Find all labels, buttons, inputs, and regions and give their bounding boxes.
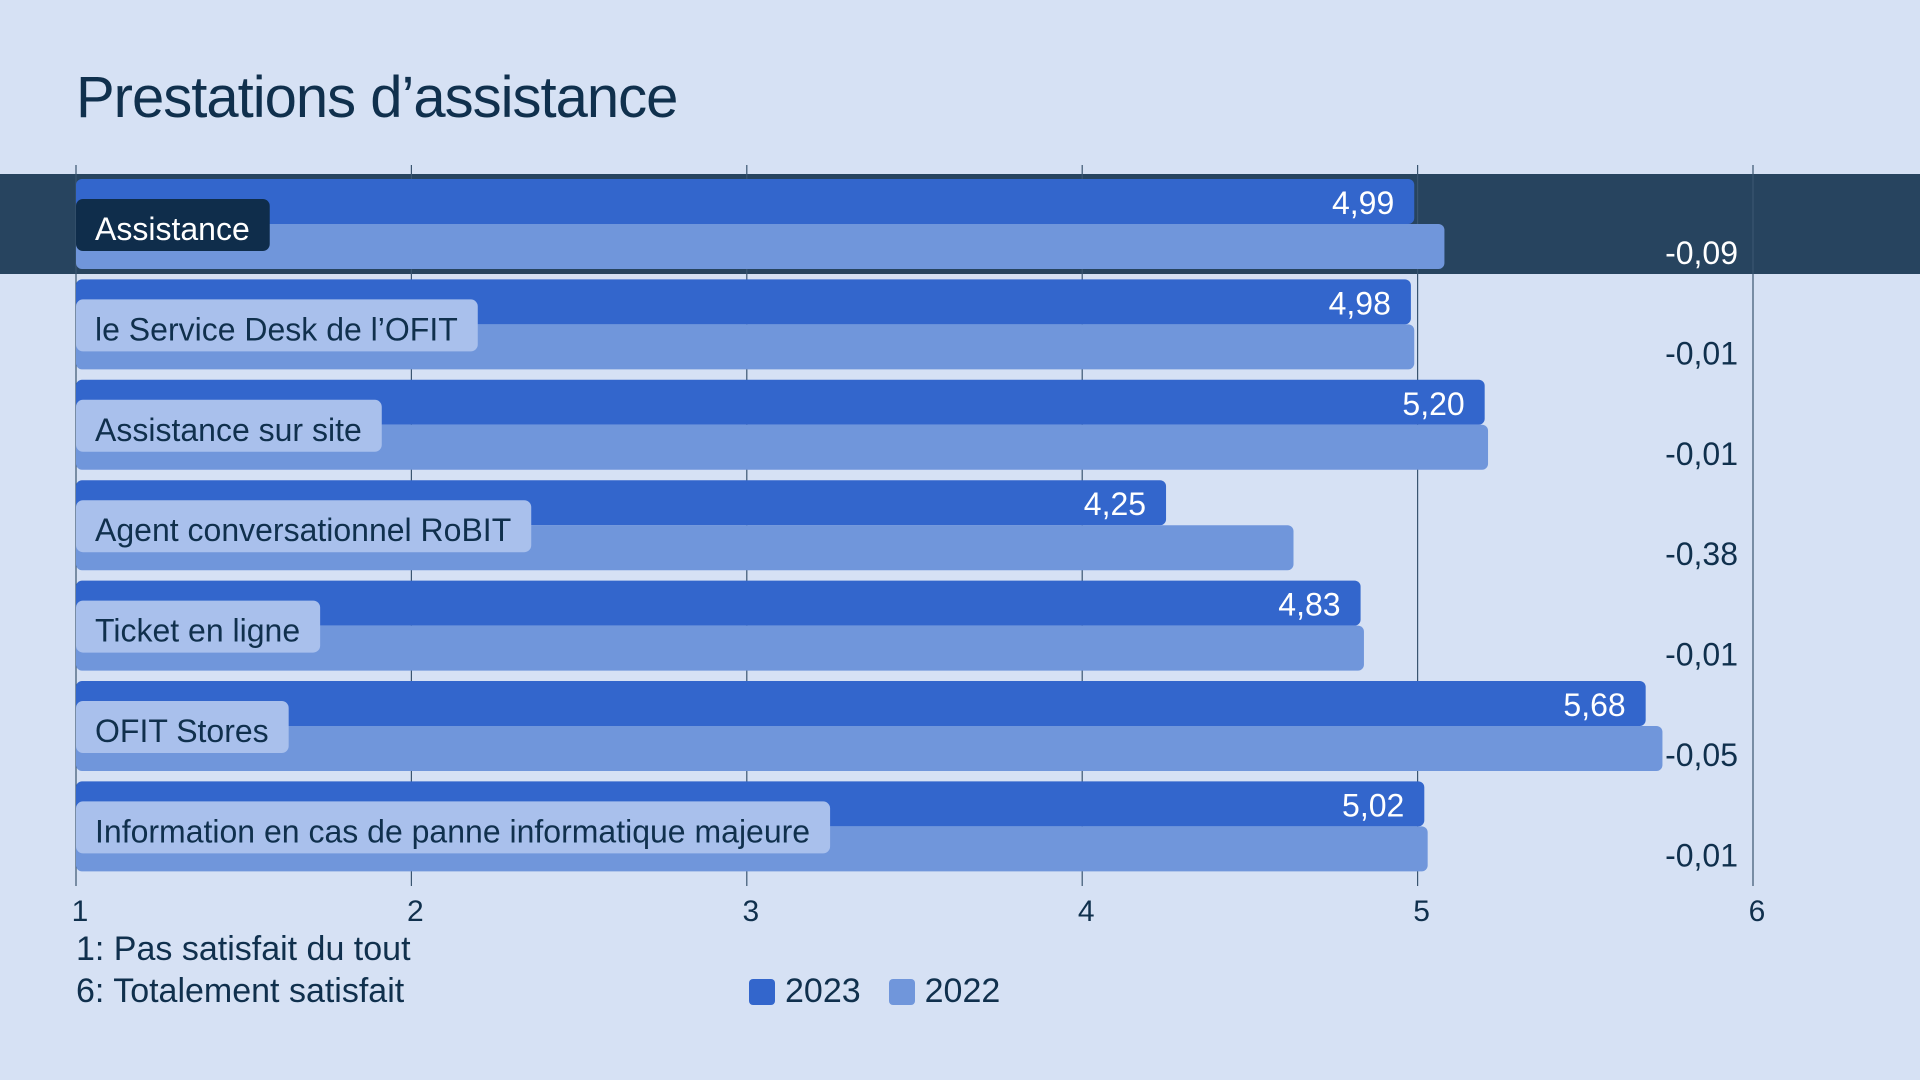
x-tick-label: 4 (1078, 895, 1095, 928)
bar-2022 (76, 424, 1489, 470)
difference-label: -0,01 (1665, 837, 1738, 873)
legend-label: 2022 (924, 972, 1001, 1010)
bar-value-label: 5,68 (1563, 687, 1625, 723)
x-tick-label: 1 (72, 895, 89, 928)
category-label: OFIT Stores (95, 713, 269, 749)
category-label: Assistance sur site (95, 412, 362, 448)
legend-label: 2023 (785, 972, 861, 1010)
scale-note-min: 1: Pas satisfait du tout (76, 930, 411, 968)
category-label: Agent conversationnel RoBIT (95, 512, 511, 548)
category-label-pill (76, 199, 270, 251)
bar-2023 (76, 681, 1646, 726)
difference-label: -0,01 (1665, 637, 1738, 673)
scale-note-max: 6: Totalement satisfait (76, 972, 405, 1010)
bar-value-label: 4,83 (1278, 587, 1340, 623)
category-label-pill (76, 801, 831, 854)
legend-swatch-2022 (888, 978, 915, 1005)
bar-2023 (76, 580, 1361, 626)
x-tick-label: 2 (407, 895, 424, 928)
bar-value-label: 5,02 (1342, 787, 1404, 823)
difference-label: -0,01 (1665, 335, 1738, 371)
bar-2022 (76, 224, 1445, 269)
difference-label: -0,38 (1665, 536, 1738, 572)
category-label-pill (76, 600, 321, 653)
legend-item-2022[interactable]: 2022 (888, 972, 1001, 1011)
category-label-pill (76, 500, 532, 553)
bar-2022 (76, 726, 1663, 771)
bar-2023 (76, 179, 1415, 224)
legend-item-2023[interactable]: 2023 (749, 972, 861, 1011)
difference-label: -0,05 (1665, 737, 1738, 773)
bar-2023 (76, 379, 1485, 425)
x-tick-label: 3 (742, 895, 759, 928)
difference-label: -0,09 (1665, 235, 1738, 271)
category-label: Ticket en ligne (95, 613, 300, 649)
bar-value-label: 5,20 (1402, 386, 1464, 422)
legend: 2023 2022 (749, 972, 1028, 1011)
category-label: Assistance (95, 211, 250, 247)
category-label-pill (76, 399, 382, 452)
bar-value-label: 4,99 (1332, 185, 1394, 221)
category-label-pill (76, 299, 478, 352)
category-label: Information en cas de panne informatique… (95, 813, 810, 849)
chart-title: Prestations d’assistance (76, 65, 678, 130)
difference-label: -0,01 (1665, 436, 1738, 472)
x-tick-label: 5 (1413, 895, 1430, 928)
category-label: le Service Desk de l’OFIT (95, 311, 458, 347)
x-tick-label: 6 (1749, 895, 1766, 928)
bar-value-label: 4,98 (1329, 285, 1391, 321)
bar-value-label: 4,25 (1084, 486, 1146, 522)
category-label-pill (76, 701, 289, 753)
legend-swatch-2023 (749, 978, 775, 1005)
bar-2022 (76, 625, 1364, 671)
